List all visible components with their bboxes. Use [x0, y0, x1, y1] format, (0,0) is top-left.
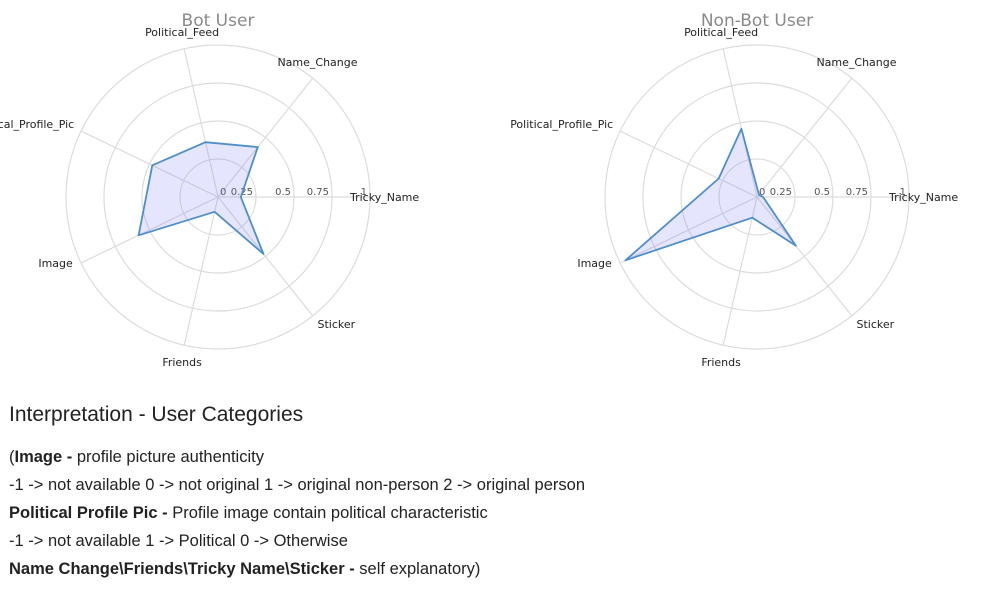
data-point	[213, 211, 216, 213]
data-point	[751, 216, 754, 219]
grid-spoke	[80, 196, 219, 264]
axis-label: Sticker	[318, 318, 356, 331]
grid-spoke	[619, 196, 758, 264]
data-point	[624, 259, 627, 262]
grid-spoke	[619, 130, 758, 198]
other-categories-definition: self explanatory)	[354, 560, 481, 578]
image-definition: profile picture authenticity	[72, 448, 264, 466]
axis-label: Tricky_Name	[349, 191, 419, 204]
axis-label: Political_Feed	[145, 26, 219, 39]
tick-label: 1	[900, 187, 906, 198]
grid-spoke	[80, 130, 219, 198]
other-categories-term: Name Change\Friends\Tricky Name\Sticker …	[9, 560, 355, 578]
data-point	[795, 244, 797, 247]
image-description: (Image - profile picture authenticity	[9, 443, 969, 471]
tick-label: 0	[759, 187, 765, 198]
grid-spoke	[217, 77, 314, 198]
radar-chart-1: Bot User00.250.50.751Tricky_NameName_Cha…	[0, 11, 419, 369]
grid-spoke	[217, 196, 314, 317]
image-values: -1 -> not available 0 -> not original 1 …	[9, 476, 586, 494]
axis-label: Friends	[162, 356, 202, 369]
grid-spoke	[722, 196, 758, 346]
axis-label: Tricky_Name	[888, 191, 958, 204]
political-pic-definition: Profile image contain political characte…	[167, 504, 488, 522]
tick-label: 1	[361, 187, 367, 198]
tick-label: 0.25	[770, 187, 792, 198]
radar-charts: Bot User00.250.50.751Tricky_NameName_Cha…	[0, 11, 958, 369]
data-point	[151, 164, 154, 167]
data-point	[137, 234, 140, 237]
data-point	[717, 177, 720, 180]
axis-label: Name_Change	[277, 56, 357, 69]
other-categories-description: Name Change\Friends\Tricky Name\Sticker …	[9, 555, 969, 583]
grid-spoke	[183, 48, 219, 198]
data-point	[740, 128, 743, 130]
tick-label: 0.5	[275, 187, 291, 198]
chart-title: Non-Bot User	[701, 11, 813, 31]
grid-spoke	[183, 196, 219, 346]
axis-label: Image	[577, 257, 612, 270]
tick-label: 0.75	[307, 187, 329, 198]
axis-label: Political_Profile_Pic	[0, 118, 74, 131]
political-pic-description: Political Profile Pic - Profile image co…	[9, 499, 969, 527]
interpretation-heading: Interpretation - User Categories	[9, 403, 304, 426]
series-area	[137, 141, 265, 255]
data-point	[758, 193, 760, 196]
data-point	[257, 146, 259, 148]
tick-label: 0.5	[814, 187, 830, 198]
data-point	[262, 253, 265, 255]
open-paren: (	[9, 448, 15, 466]
chart-title: Bot User	[182, 11, 255, 31]
axis-label: Name_Change	[816, 56, 896, 69]
image-term: Image -	[14, 448, 73, 466]
axis-label: Political_Profile_Pic	[510, 118, 613, 131]
political-pic-values: -1 -> not available 1 -> Political 0 -> …	[9, 532, 348, 550]
grid-spoke	[756, 196, 853, 317]
tick-label: 0	[220, 187, 226, 198]
series-area	[624, 127, 797, 262]
political-pic-term: Political Profile Pic -	[9, 504, 168, 522]
data-point	[204, 141, 207, 143]
interpretation-section: Interpretation - User Categories (Image …	[9, 400, 969, 583]
tick-label: 0.75	[846, 187, 868, 198]
grid-spoke	[722, 48, 758, 198]
data-point	[240, 196, 242, 198]
axis-label: Political_Feed	[684, 26, 758, 39]
axis-label: Sticker	[857, 318, 895, 331]
axis-label: Friends	[701, 356, 741, 369]
axis-label: Image	[38, 257, 73, 270]
grid-spoke	[756, 77, 853, 198]
data-point	[762, 196, 764, 198]
